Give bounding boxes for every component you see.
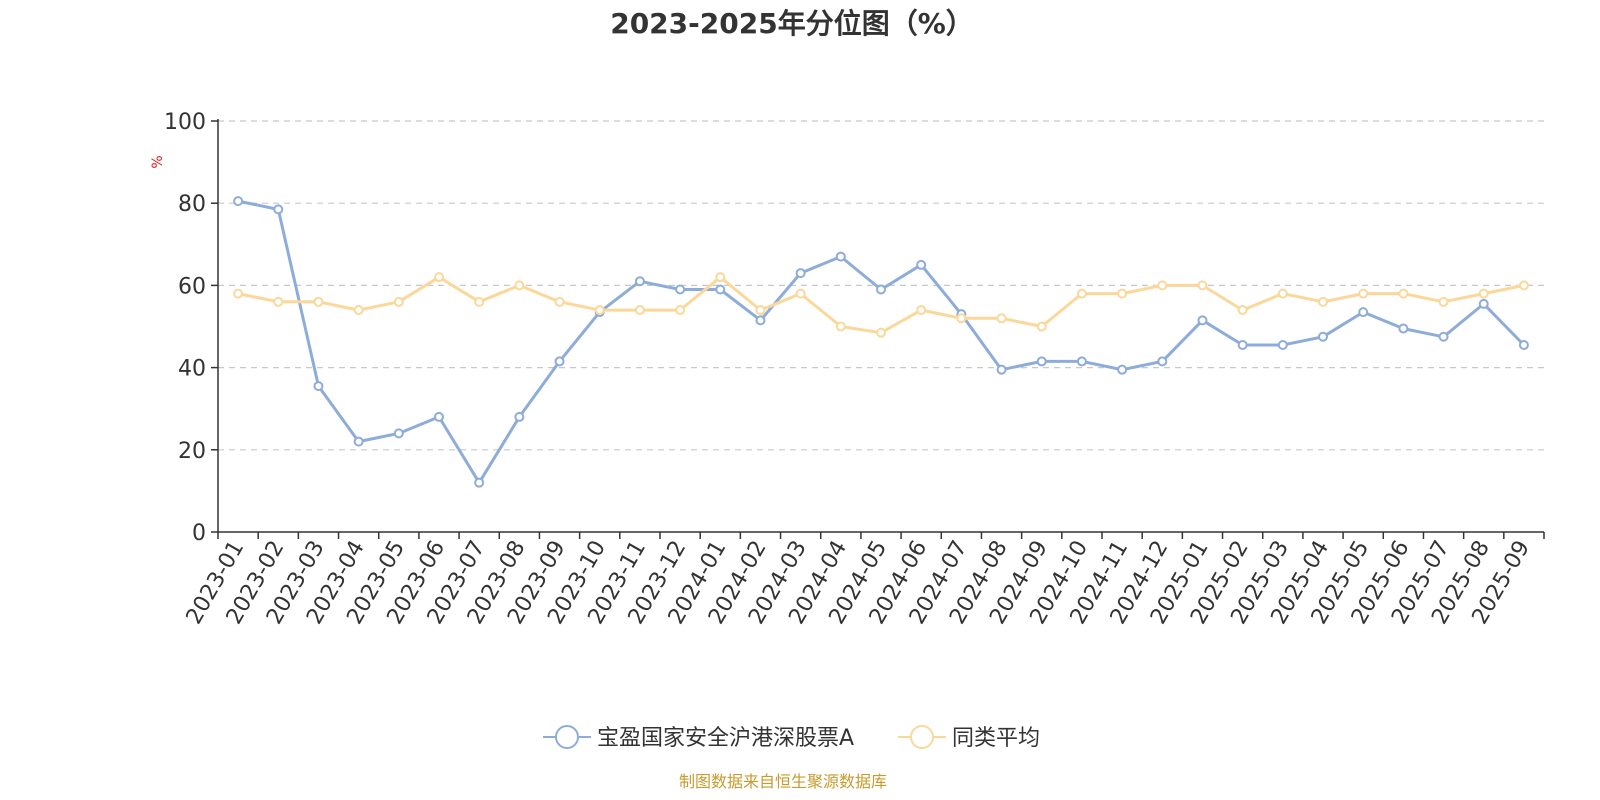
data-point xyxy=(474,477,485,488)
series-line xyxy=(237,199,1525,485)
data-point xyxy=(1398,323,1409,334)
data-point xyxy=(434,272,444,283)
data-point xyxy=(1197,315,1208,326)
data-point xyxy=(554,356,565,367)
y-axis: 0 20 40 60 80 100 xyxy=(164,110,219,546)
data-point xyxy=(594,305,605,316)
data-point xyxy=(474,296,485,307)
data-point xyxy=(273,296,284,307)
data-point xyxy=(634,276,645,287)
y-tick-label: 20 xyxy=(178,439,206,464)
data-point xyxy=(634,305,645,316)
data-point xyxy=(1277,288,1288,299)
data-point xyxy=(1237,339,1248,350)
series-lines xyxy=(233,196,1529,488)
data-point xyxy=(554,296,565,307)
legend-label: 宝盈国家安全沪港深股票A xyxy=(597,726,854,751)
data-point xyxy=(1157,356,1168,367)
data-point xyxy=(313,296,324,307)
data-point xyxy=(1518,339,1529,350)
data-point xyxy=(434,411,444,422)
data-point xyxy=(313,381,324,392)
legend-item-2[interactable]: 同类平均 xyxy=(898,725,1040,751)
y-tick-label: 80 xyxy=(178,192,206,217)
data-point xyxy=(1076,288,1087,299)
data-point xyxy=(1036,356,1047,367)
data-point xyxy=(1277,339,1288,350)
data-point xyxy=(1036,321,1047,332)
legend-label: 同类平均 xyxy=(952,726,1040,751)
legend-marker xyxy=(555,725,579,749)
y-tick-label: 0 xyxy=(192,521,206,546)
series-1 xyxy=(233,196,1529,488)
data-point xyxy=(835,321,846,332)
legend-marker xyxy=(910,725,934,749)
data-point xyxy=(353,305,364,316)
data-point xyxy=(876,284,886,295)
data-point xyxy=(1237,305,1248,316)
data-point xyxy=(1318,331,1328,342)
data-point xyxy=(1358,307,1369,318)
y-tick-label: 60 xyxy=(178,274,206,299)
data-point xyxy=(233,288,244,299)
source-note: 制图数据来自恒生聚源数据库 xyxy=(679,772,887,791)
y-tick-label: 40 xyxy=(178,357,206,382)
data-point xyxy=(755,315,766,326)
data-point xyxy=(393,428,404,439)
data-point xyxy=(1117,364,1128,375)
legend[interactable]: 宝盈国家安全沪港深股票A 同类平均 xyxy=(543,725,1040,751)
data-point xyxy=(1318,296,1328,307)
data-point xyxy=(514,411,525,422)
y-tick-label: 100 xyxy=(164,110,206,135)
data-point xyxy=(393,296,404,307)
data-point xyxy=(1358,288,1369,299)
y-axis-unit: % xyxy=(150,155,166,168)
data-point xyxy=(795,288,806,299)
data-point xyxy=(916,305,927,316)
data-point xyxy=(755,305,766,316)
data-point xyxy=(996,313,1007,324)
legend-item-1[interactable]: 宝盈国家安全沪港深股票A xyxy=(543,725,854,751)
data-point xyxy=(956,313,967,324)
data-point xyxy=(233,196,244,207)
data-point xyxy=(675,305,686,316)
data-point xyxy=(514,280,525,291)
data-point xyxy=(1197,280,1208,291)
data-point xyxy=(675,284,686,295)
data-point xyxy=(1518,280,1529,291)
data-point xyxy=(1076,356,1087,367)
data-point xyxy=(1438,296,1449,307)
data-point xyxy=(715,284,726,295)
data-point xyxy=(916,259,927,270)
data-point xyxy=(273,204,284,215)
data-point xyxy=(1438,331,1449,342)
data-point xyxy=(715,272,726,283)
data-point xyxy=(876,327,886,338)
data-point xyxy=(996,364,1007,375)
data-point xyxy=(835,251,846,262)
data-point xyxy=(1157,280,1168,291)
data-point xyxy=(1117,288,1128,299)
data-point xyxy=(1478,298,1489,309)
data-point xyxy=(353,436,364,447)
data-point xyxy=(1478,288,1489,299)
data-point xyxy=(795,268,806,279)
chart-title: 2023-2025年分位图（%） xyxy=(610,7,974,40)
series-2 xyxy=(233,272,1529,338)
x-axis: 2023-012023-022023-032023-042023-052023-… xyxy=(182,531,1545,629)
data-point xyxy=(1398,288,1409,299)
